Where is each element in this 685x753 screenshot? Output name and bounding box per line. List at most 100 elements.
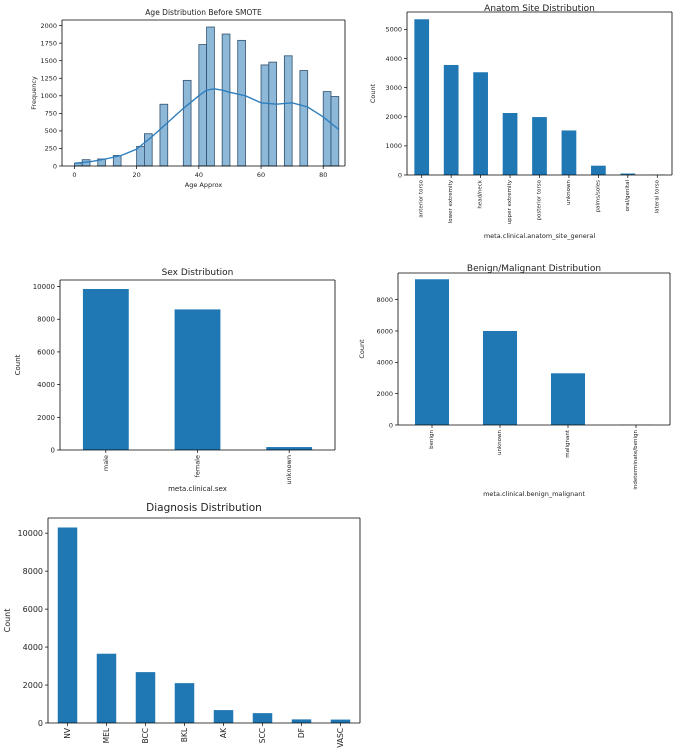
x-tick-label-benign: benign bbox=[429, 429, 435, 448]
bar-bkl bbox=[174, 683, 195, 723]
y-tick-label: 4000 bbox=[385, 55, 402, 63]
x-tick-label-anterior-torso: anterior torso bbox=[419, 179, 425, 217]
bar-unknown bbox=[483, 330, 517, 425]
x-tick-label-male: male bbox=[102, 455, 110, 471]
y-tick-label: 0 bbox=[389, 421, 393, 429]
x-tick-label-posterior-torso: posterior torso bbox=[537, 179, 543, 220]
bar-anterior-torso bbox=[414, 19, 430, 176]
y-tick-label: 1750 bbox=[40, 39, 57, 47]
x-tick-label-unknown: unknown bbox=[566, 179, 572, 205]
bar-palms-soles bbox=[591, 165, 606, 175]
bar-oral-genital bbox=[620, 173, 636, 175]
x-tick-label-vasc: VASC bbox=[336, 728, 345, 748]
histogram-bar bbox=[136, 145, 145, 167]
bar-lower-extremity bbox=[443, 64, 459, 175]
y-tick-label: 0 bbox=[38, 719, 43, 728]
x-tick-label-df: DF bbox=[297, 728, 306, 738]
histogram-bar bbox=[283, 55, 293, 167]
y-tick-label: 5000 bbox=[385, 26, 402, 34]
y-tick-label: 0 bbox=[398, 171, 402, 179]
x-tick-label: 0 bbox=[72, 171, 76, 179]
histogram-bar bbox=[330, 96, 340, 167]
x-tick-label-nv: NV bbox=[63, 727, 72, 739]
x-tick-label-bcc: BCC bbox=[141, 728, 150, 744]
x-tick-label-bkl: BKL bbox=[180, 727, 189, 742]
y-tick-label: 10000 bbox=[33, 283, 55, 291]
x-tick-label-indeterminate-benign: indeterminate/benign bbox=[633, 430, 639, 490]
bar-mel bbox=[96, 653, 117, 723]
bar-upper-extremity bbox=[502, 113, 518, 175]
y-tick-label: 1500 bbox=[40, 57, 57, 65]
x-tick-label-malignant: malignant bbox=[565, 429, 571, 458]
histogram-bar bbox=[221, 33, 231, 167]
x-tick-label: 80 bbox=[319, 171, 327, 179]
diagnosis-chart: Diagnosis Distribution 0 2000 4000 6000 8000 1… bbox=[3, 502, 361, 748]
y-tick-label: 6000 bbox=[376, 327, 393, 335]
x-tick-label: 40 bbox=[195, 171, 203, 179]
y-tick-label: 750 bbox=[45, 110, 57, 118]
bar-head-neck bbox=[473, 72, 488, 175]
y-tick-label: 0 bbox=[51, 446, 55, 454]
y-tick-label: 1000 bbox=[40, 92, 57, 100]
benign-malignant-panel: Benign/Malignant Distribution 0 2000 4000 60… bbox=[350, 260, 680, 510]
bar-bcc bbox=[135, 672, 156, 723]
chart-title: Diagnosis Distribution bbox=[146, 502, 262, 514]
y-tick-label: 8000 bbox=[23, 567, 43, 576]
x-tick-label-palms-soles: palms/soles bbox=[595, 180, 601, 213]
bar-male bbox=[82, 288, 129, 450]
histogram-bar bbox=[268, 61, 277, 167]
histogram-bar bbox=[182, 79, 192, 167]
bar-scc bbox=[252, 713, 273, 723]
histogram-bar bbox=[206, 26, 215, 167]
histogram-bar bbox=[299, 70, 309, 167]
y-tick-label: 6000 bbox=[23, 605, 43, 614]
x-tick-label: 60 bbox=[257, 171, 265, 179]
x-tick-label-unknown: unknown bbox=[497, 429, 503, 455]
y-tick-label: 2000 bbox=[23, 681, 43, 690]
x-axis-label: Age Approx bbox=[185, 181, 223, 189]
y-tick-label: 10000 bbox=[18, 529, 43, 538]
bar-df bbox=[291, 719, 312, 723]
age-histogram-panel: Age Distribution Before SMOTE 0 250 500 750 1… bbox=[0, 0, 350, 200]
chart-title: Age Distribution Before SMOTE bbox=[145, 8, 262, 17]
anatom-site-panel: Anatom Site Distribution 0 1000 2000 3000 400… bbox=[355, 0, 685, 245]
x-axis-label: meta.clinical.benign_malignant bbox=[483, 490, 585, 498]
chart-title: Benign/Malignant Distribution bbox=[467, 264, 601, 274]
y-tick-label: 2000 bbox=[37, 414, 55, 422]
kde-line bbox=[74, 88, 340, 164]
y-tick-label: 4000 bbox=[376, 359, 393, 367]
bar-ak bbox=[213, 710, 234, 723]
bar-female bbox=[174, 309, 221, 450]
chart-title: Sex Distribution bbox=[162, 268, 234, 278]
bar-benign bbox=[415, 279, 449, 425]
y-tick-label: 6000 bbox=[37, 348, 55, 356]
y-tick-label: 250 bbox=[45, 145, 57, 153]
y-tick-label: 1250 bbox=[40, 75, 57, 83]
x-tick-label-upper-extremity: upper extremity bbox=[507, 179, 513, 224]
histogram-bar bbox=[144, 133, 153, 167]
y-axis-label: Count bbox=[358, 339, 366, 359]
y-tick-label: 4000 bbox=[23, 643, 43, 652]
histogram-bar bbox=[260, 64, 270, 167]
x-tick-label-female: female bbox=[194, 455, 202, 477]
y-axis-label: Frequency bbox=[30, 76, 38, 110]
histogram-bar bbox=[198, 44, 208, 167]
y-tick-label: 2000 bbox=[376, 390, 393, 398]
bar-malignant bbox=[551, 373, 585, 425]
y-tick-label: 8000 bbox=[376, 296, 393, 304]
bar-posterior-torso bbox=[532, 117, 547, 175]
x-tick-label-oral-genital: oral/genital bbox=[625, 180, 631, 212]
y-tick-label: 500 bbox=[45, 127, 57, 135]
y-tick-label: 2000 bbox=[40, 22, 57, 30]
histogram-bar bbox=[237, 39, 246, 167]
diagnosis-panel: Diagnosis Distribution 0 2000 4000 6000 8000 1… bbox=[0, 495, 365, 753]
histogram-bar bbox=[322, 91, 332, 167]
x-axis-label: meta.clinical.anatom_site_general bbox=[484, 232, 596, 240]
sex-panel: Sex Distribution 0 2000 4000 6000 8000 10000 Co… bbox=[0, 260, 345, 500]
y-tick-label: 3000 bbox=[385, 84, 402, 92]
x-tick-label-mel: MEL bbox=[102, 727, 111, 743]
bar-unknown bbox=[561, 130, 577, 175]
y-tick-label: 0 bbox=[53, 162, 57, 170]
x-tick-label-head-neck: head/neck bbox=[478, 179, 484, 208]
sex-chart: Sex Distribution 0 2000 4000 6000 8000 10000 Co… bbox=[14, 268, 336, 493]
